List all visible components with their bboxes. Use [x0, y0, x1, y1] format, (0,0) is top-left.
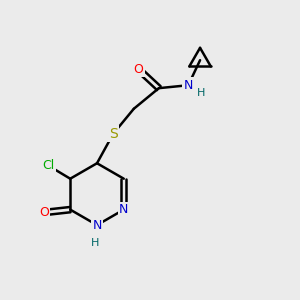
Text: H: H — [197, 88, 206, 98]
Text: O: O — [133, 62, 143, 76]
Text: N: N — [92, 219, 102, 232]
Text: N: N — [119, 203, 128, 216]
Text: N: N — [184, 79, 193, 92]
Text: Cl: Cl — [42, 159, 54, 172]
Text: H: H — [91, 238, 100, 248]
Text: O: O — [39, 206, 49, 219]
Text: S: S — [109, 127, 118, 141]
